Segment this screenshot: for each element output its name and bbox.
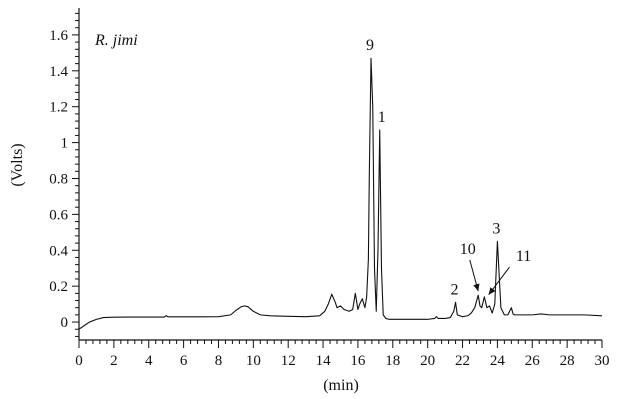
- x-tick-label: 26: [525, 353, 541, 369]
- y-tick-label: 0.4: [49, 243, 68, 259]
- x-tick-label: 28: [560, 353, 575, 369]
- peak-label-11: 11: [516, 248, 531, 265]
- y-tick-label: 1.4: [49, 64, 68, 80]
- x-tick-label: 20: [420, 353, 435, 369]
- x-tick-label: 22: [455, 353, 470, 369]
- peak-label-1: 1: [378, 109, 386, 126]
- x-tick-label: 6: [180, 353, 188, 369]
- peak-label-3: 3: [492, 220, 500, 237]
- y-axis-title: (Volts): [9, 143, 26, 186]
- y-tick-label: 0.2: [49, 279, 68, 295]
- sample-label: R. jimi: [94, 32, 138, 49]
- peak-arrowhead-11: [488, 287, 496, 295]
- x-tick-label: 16: [350, 353, 366, 369]
- peak-label-9: 9: [366, 37, 374, 54]
- x-tick-label: 0: [75, 353, 83, 369]
- peak-label-2: 2: [451, 281, 459, 298]
- x-tick-label: 2: [110, 353, 118, 369]
- y-tick-label: 0.8: [49, 171, 68, 187]
- y-tick-label: 1: [61, 136, 69, 152]
- x-tick-label: 24: [490, 353, 506, 369]
- peak-label-10: 10: [460, 241, 476, 258]
- y-tick-label: 1.2: [49, 100, 68, 116]
- x-tick-label: 14: [316, 353, 332, 369]
- trace-layer: [78, 57, 603, 330]
- label-layer: 9 1 3 2 10 11: [366, 37, 531, 298]
- x-tick-label: 4: [145, 353, 153, 369]
- x-tick-label: 18: [385, 353, 400, 369]
- y-tick-label: 0: [61, 315, 69, 331]
- y-tick-label: 1.6: [49, 28, 68, 44]
- peak-arrowhead-10: [473, 283, 480, 292]
- x-tick-label: 10: [246, 353, 261, 369]
- chromatogram-trace: [78, 57, 603, 330]
- axes-layer: [78, 8, 602, 341]
- x-tick-label: 12: [281, 353, 296, 369]
- x-tick-label: 8: [215, 353, 223, 369]
- y-tick-label: 0.6: [49, 207, 68, 223]
- x-axis-title: (min): [323, 377, 359, 394]
- x-tick-label: 30: [595, 353, 610, 369]
- tick-layer: 0 2 4 6 8 10 12 14 16 18 20 22 24 26 28 3000.20.40.60.8…: [49, 12, 610, 369]
